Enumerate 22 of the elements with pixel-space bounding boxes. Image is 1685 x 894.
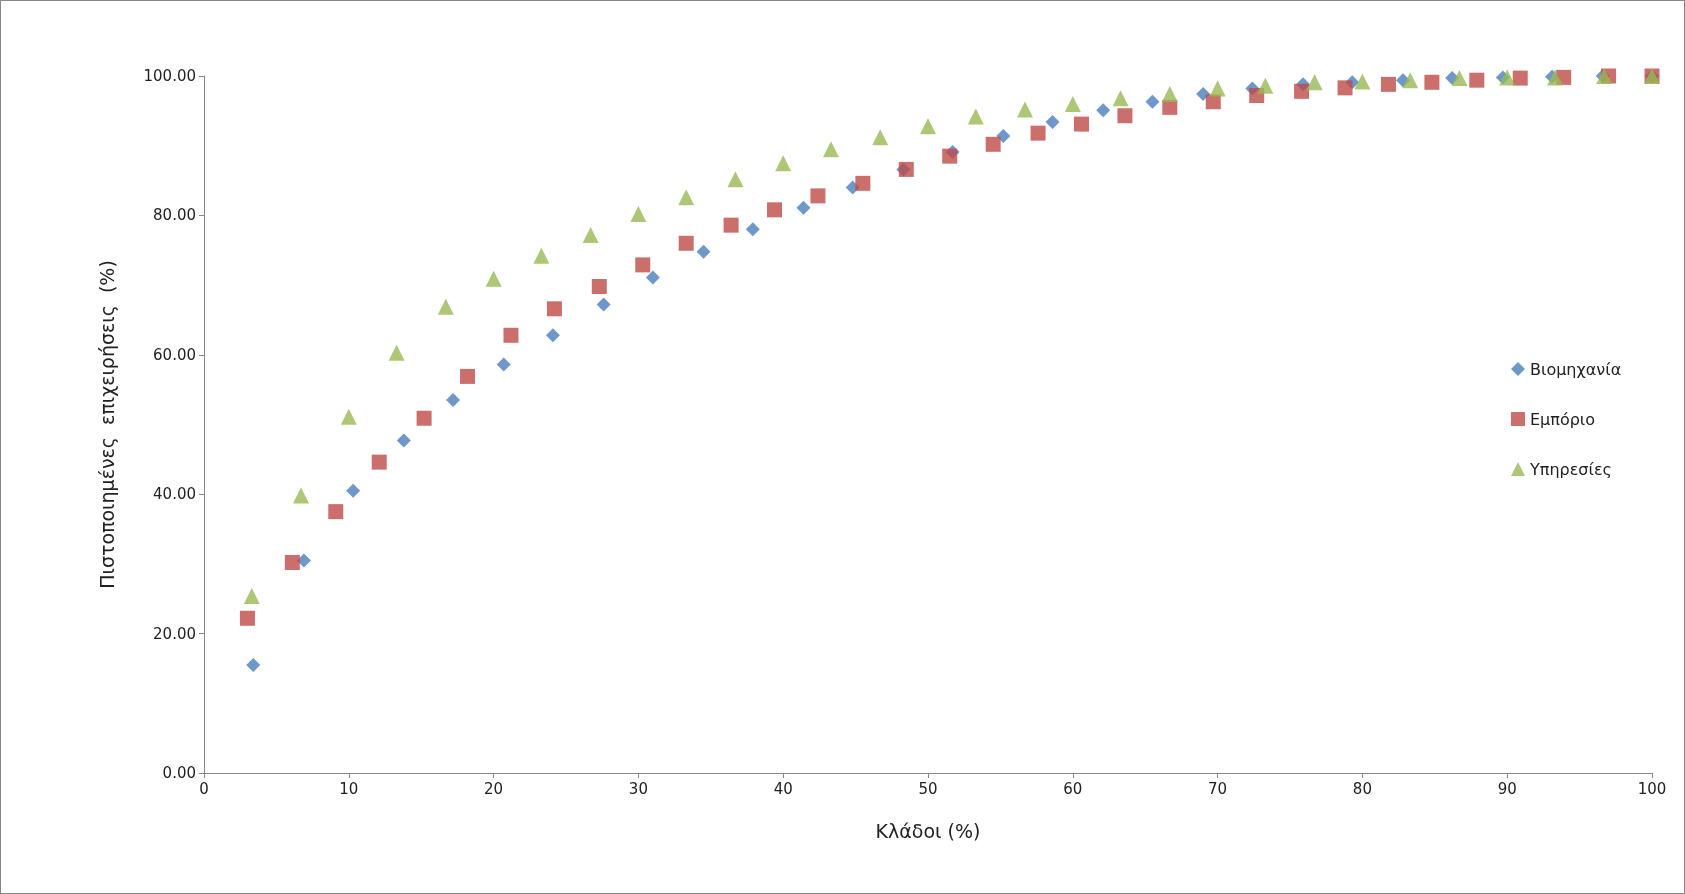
- x-tick-label: 80: [1352, 779, 1372, 798]
- y-tick-label: 40.00: [153, 485, 196, 504]
- x-tick-label: 100: [1637, 779, 1667, 798]
- legend-label: Βιομηχανία: [1530, 359, 1622, 379]
- x-tick-label: 70: [1208, 779, 1228, 798]
- legend-label: Υπηρεσίες: [1529, 459, 1612, 479]
- y-tick-label: 20.00: [153, 624, 196, 643]
- y-axis-title: Πιστοποιημένες επιχειρήσεις (%): [95, 260, 118, 589]
- x-tick-label: 30: [628, 779, 648, 798]
- x-axis-title: Κλάδοι (%): [875, 819, 981, 842]
- x-tick-label: 60: [1063, 779, 1083, 798]
- y-tick-label: 60.00: [153, 345, 196, 364]
- y-tick-label: 0.00: [162, 764, 196, 782]
- x-tick-label: 20: [484, 779, 504, 798]
- y-tick-label: 80.00: [153, 206, 196, 225]
- x-tick-label: 40: [773, 779, 793, 798]
- x-tick-label: 90: [1497, 779, 1517, 798]
- x-tick-label: 0: [199, 779, 209, 798]
- legend-label: Εμπόριο: [1530, 409, 1596, 429]
- x-tick-label: 50: [918, 779, 938, 798]
- y-tick-label: 100.00: [143, 67, 196, 85]
- x-tick-label: 10: [339, 779, 359, 798]
